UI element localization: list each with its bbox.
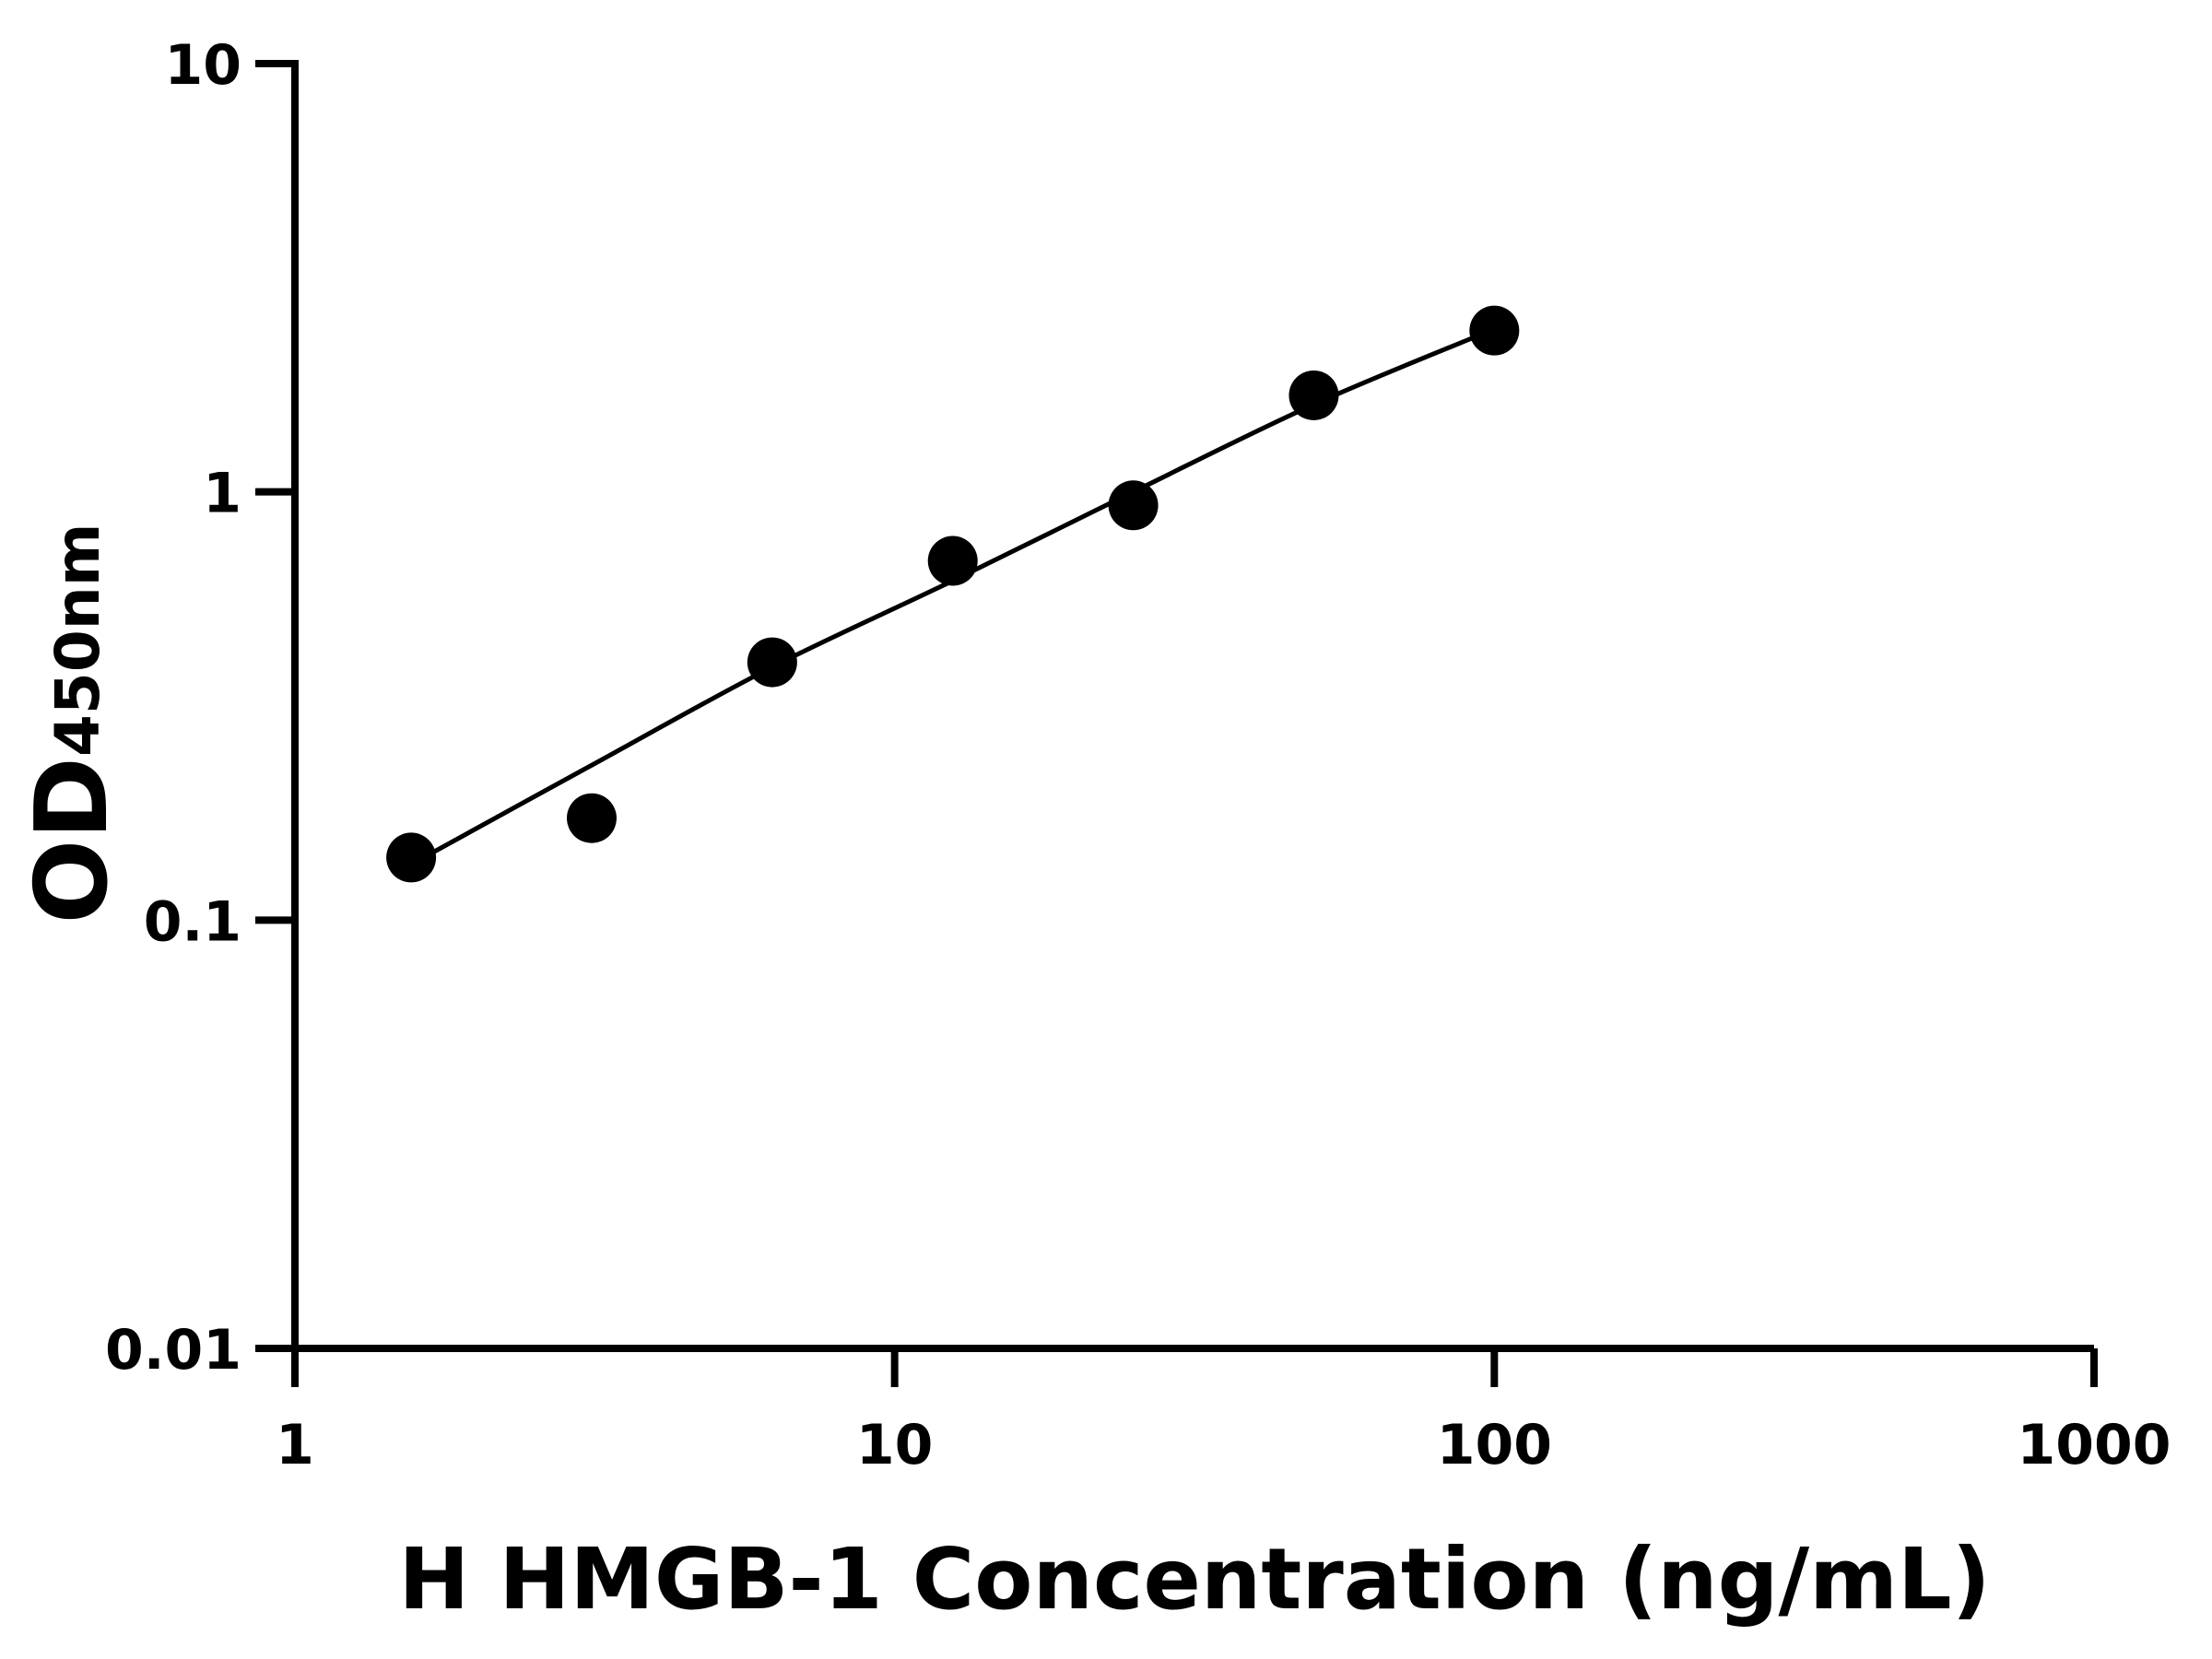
- x-axis-label: H HMGB-1 Concentration (ng/mL): [398, 1530, 1990, 1629]
- data-point: [1288, 370, 1339, 420]
- y-tick-label: 0.1: [144, 889, 241, 954]
- y-tick-label: 10: [165, 33, 242, 98]
- y-tick-label: 0.01: [105, 1318, 241, 1382]
- x-tick-label: 10: [856, 1413, 934, 1477]
- data-point: [1108, 480, 1159, 531]
- x-tick-label: 100: [1437, 1413, 1552, 1477]
- x-tick-label: 1000: [2018, 1413, 2171, 1477]
- data-point: [747, 637, 797, 688]
- data-point: [927, 535, 978, 586]
- tick-labels: 1 10 100 1000 0.01 0.1 1 10: [105, 33, 2171, 1477]
- y-axis-label-main: OD: [15, 757, 130, 924]
- axes: [255, 60, 2098, 1387]
- y-axis-label-sub: 450nm: [42, 524, 113, 758]
- data-point: [566, 793, 617, 843]
- x-tick-label: 1: [276, 1413, 314, 1477]
- data-point: [1469, 305, 1520, 356]
- data-point: [386, 832, 437, 883]
- data-points-layer: [386, 305, 1520, 883]
- y-axis-label: OD450nm: [15, 524, 130, 924]
- y-tick-label: 1: [203, 462, 241, 526]
